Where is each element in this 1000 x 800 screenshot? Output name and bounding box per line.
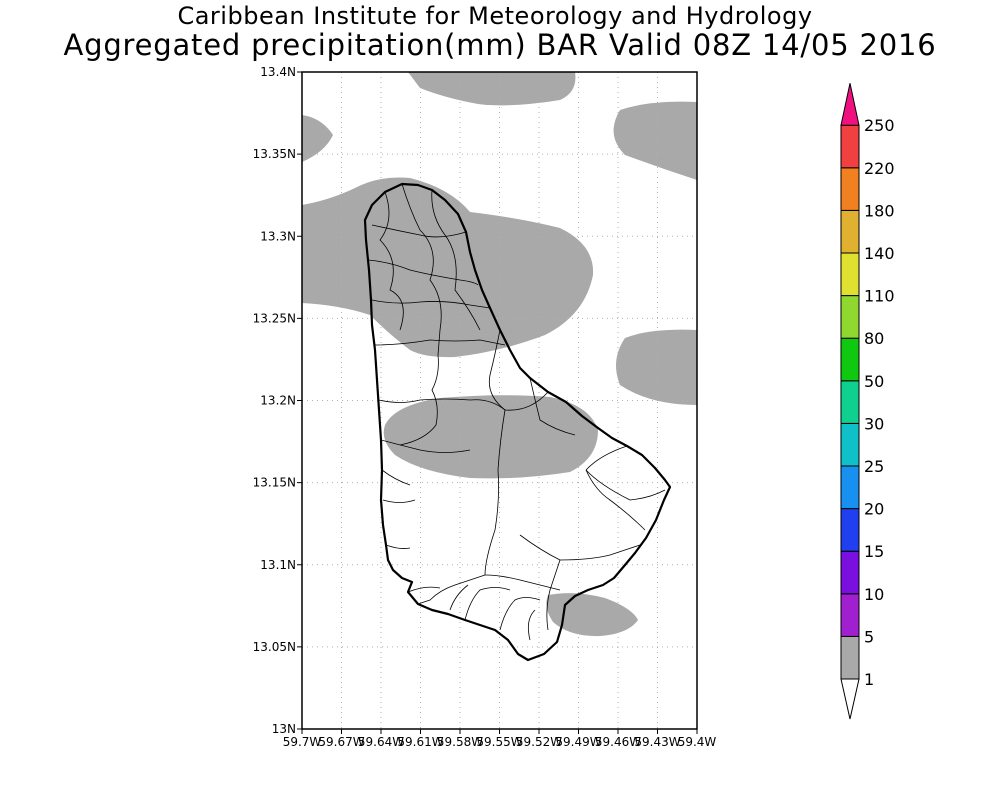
colorbar-label: 140 [864, 244, 895, 263]
lat-tick-label: 13.05N [253, 640, 296, 654]
colorbar-segment [840, 124, 860, 169]
lat-tick-label: 13.3N [260, 229, 296, 243]
lon-tick-label: 59.67W [318, 735, 364, 749]
grid-lines [302, 72, 697, 729]
colorbar-label: 30 [864, 414, 884, 433]
precip-area-east [616, 329, 697, 405]
longitude-axis: 59.7W59.67W59.64W59.61W59.58W59.55W59.52… [283, 729, 717, 749]
colorbar-segment [840, 593, 860, 637]
colorbar-label: 50 [864, 372, 884, 391]
lon-tick-label: 59.7W [283, 735, 322, 749]
colorbar-label: 220 [864, 159, 895, 178]
lon-tick-label: 59.55W [476, 735, 522, 749]
precip-area-north-island [302, 177, 594, 358]
lat-tick-label: 13.4N [260, 65, 296, 79]
colorbar-segment [840, 252, 860, 297]
lon-tick-label: 59.43W [634, 735, 680, 749]
colorbar-segment [840, 465, 860, 510]
colorbar-segment [840, 295, 860, 339]
colorbar-segment [840, 422, 860, 467]
lon-tick-label: 59.4W [678, 735, 717, 749]
colorbar-segment [840, 508, 860, 552]
precip-area-northwest-edge [302, 115, 333, 162]
colorbar-label: 15 [864, 542, 884, 561]
colorbar-label: 80 [864, 329, 884, 348]
colorbar-segment [840, 635, 860, 680]
lon-tick-label: 59.52W [516, 735, 562, 749]
parish-and-drainage-lines [367, 183, 666, 641]
colorbar-label: 20 [864, 500, 884, 519]
lat-tick-label: 13.35N [253, 147, 296, 161]
lon-tick-label: 59.49W [555, 735, 601, 749]
colorbar-segment [840, 167, 860, 211]
colorbar-label: 5 [864, 627, 874, 646]
latitude-axis: 13N 13.05N 13.1N 13.15N 13.2N 13.25N 13.3N 13.3… [253, 65, 302, 736]
colorbar-lower-triangle [840, 678, 860, 720]
colorbar-label: 25 [864, 457, 884, 476]
precip-shading [302, 72, 697, 637]
island-outline [363, 182, 672, 662]
precip-area-southeast [546, 593, 638, 637]
title-product: Aggregated precipitation(mm) BAR Valid 0… [63, 28, 937, 62]
colorbar-segment [840, 209, 860, 254]
lat-tick-label: 13.15N [253, 476, 296, 490]
lon-tick-label: 59.61W [397, 735, 443, 749]
lat-tick-label: 13N [272, 722, 296, 736]
colorbar-label: 1 [864, 670, 874, 689]
lon-tick-label: 59.58W [437, 735, 483, 749]
colorbar-label: 10 [864, 585, 884, 604]
lon-tick-label: 59.46W [595, 735, 641, 749]
colorbar-segment [840, 550, 860, 595]
colorbar-upper-triangle [840, 83, 860, 126]
colorbar-segment [840, 380, 860, 424]
lat-tick-label: 13.1N [260, 558, 296, 572]
precip-area-north [408, 72, 576, 106]
colorbar-label: 180 [864, 201, 895, 220]
colorbar-label: 110 [864, 287, 895, 306]
lon-tick-label: 59.64W [358, 735, 404, 749]
title-institute: Caribbean Institute for Meteorology and … [177, 2, 813, 30]
lat-tick-label: 13.25N [253, 311, 296, 325]
colorbar-label: 250 [864, 116, 895, 135]
colorbar-segment [840, 337, 860, 382]
precip-area-northeast [613, 101, 697, 180]
lat-tick-label: 13.2N [260, 394, 296, 408]
